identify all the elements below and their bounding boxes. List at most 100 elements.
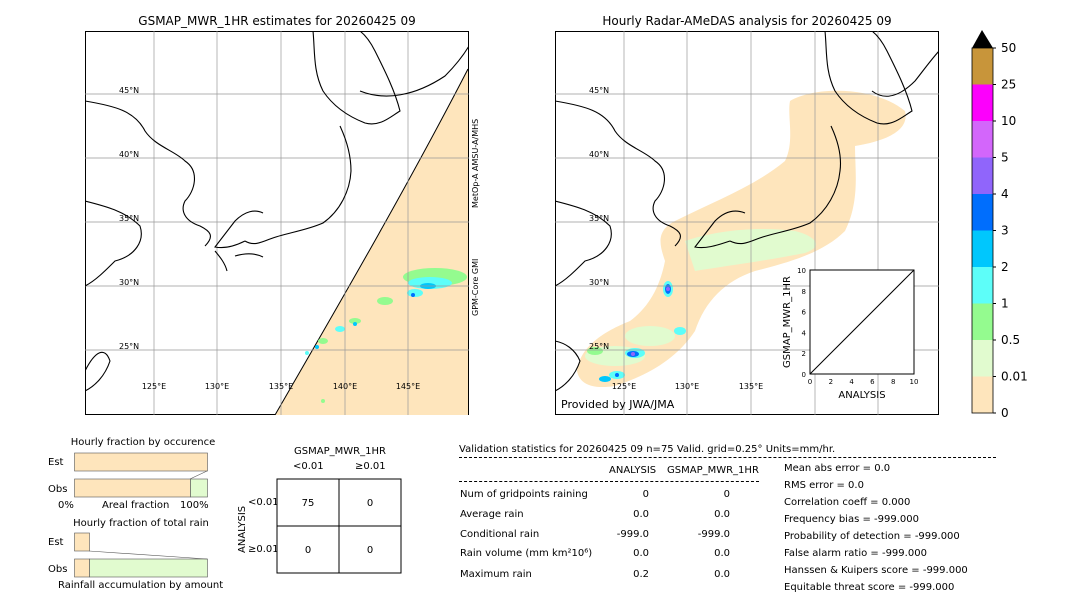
left-lat-labels: 45°N 40°N 35°N 30°N 25°N — [119, 86, 139, 351]
stat-analysis-value: 0.0 — [633, 509, 649, 520]
stat-analysis-value: 0.0 — [633, 548, 649, 559]
left-coastlines — [85, 31, 469, 392]
scatter-x-tick: 10 — [910, 378, 919, 386]
total-rain-bar-obs-rain — [89, 558, 208, 578]
score-line: Mean abs error = 0.0 — [784, 463, 891, 474]
scatter-x-tick: 2 — [829, 378, 833, 386]
stat-label: Conditional rain — [460, 529, 540, 540]
score-line: False alarm ratio = -999.000 — [784, 548, 927, 559]
contingency-grid: 75 0 0 0 — [276, 478, 402, 574]
left-swath-area — [275, 69, 468, 415]
scatter-y-tick: 10 — [797, 267, 806, 275]
colorbar-block — [972, 230, 993, 267]
colorbar-tick-label: 10 — [1001, 114, 1016, 128]
stat-gsmap-value: 0.0 — [714, 569, 730, 580]
colorbar-block — [972, 303, 993, 340]
credit-text: Provided by JWA/JMA — [561, 398, 675, 411]
colorbar-block — [972, 340, 993, 377]
right-lat-label: 30°N — [589, 278, 609, 287]
total-rain-chart — [74, 532, 208, 578]
stat-analysis-value: -999.0 — [616, 529, 649, 540]
contingency-title: GSMAP_MWR_1HR — [294, 446, 386, 457]
stat-gsmap-value: 0 — [723, 489, 730, 500]
left-lat-label: 40°N — [119, 150, 139, 159]
validation-header: Validation statistics for 20260425 09 n=… — [459, 444, 836, 455]
stat-label: Average rain — [460, 509, 524, 520]
validation-header-divider — [459, 457, 996, 458]
right-lat-label: 40°N — [589, 150, 609, 159]
colorbar-tick-label: 5 — [1001, 151, 1009, 165]
stat-gsmap-value: -999.0 — [697, 529, 730, 540]
colorbar-tick-label: 25 — [1001, 78, 1016, 92]
score-line: RMS error = 0.0 — [784, 480, 864, 491]
colorbar-tick-label: 3 — [1001, 224, 1009, 238]
scatter-y-tick: 8 — [802, 288, 806, 296]
occurrence-row-obs: Obs — [48, 484, 68, 495]
left-lat-label: 30°N — [119, 278, 139, 287]
right-lat-labels: 45°N 40°N 35°N 30°N 25°N — [589, 86, 609, 351]
stat-analysis-value: 0.2 — [633, 569, 649, 580]
stat-gsmap-value: 0.0 — [714, 548, 730, 559]
left-map: 45°N 40°N 35°N 30°N 25°N 125°E 130°E 135… — [85, 31, 469, 415]
total-rain-bar-est — [74, 532, 90, 552]
occurrence-row-est: Est — [48, 457, 64, 468]
scatter-diagonal — [809, 269, 915, 375]
scatter-xlabel: ANALYSIS — [838, 390, 885, 401]
colorbar-block — [972, 121, 993, 158]
right-map-title: Hourly Radar-AMeDAS analysis for 2026042… — [602, 14, 892, 28]
right-lat-label: 45°N — [589, 86, 609, 95]
score-line: Probability of detection = -999.000 — [784, 531, 960, 542]
contingency-col-0: <0.01 — [293, 461, 324, 472]
score-line: Equitable threat score = -999.000 — [784, 582, 955, 593]
left-swath-edge — [274, 68, 469, 415]
contingency-col-1: ≥0.01 — [355, 461, 386, 472]
scatter-ticks: 00 2 2 4 4 6 6 8 8 10 10 — [797, 267, 918, 386]
contingency-cell: 0 — [367, 545, 373, 556]
colorbar-block — [972, 157, 993, 194]
left-lon-label: 125°E — [142, 382, 166, 391]
occurrence-xmin: 0% — [58, 500, 74, 511]
scatter-x-tick: 0 — [808, 378, 812, 386]
occurrence-xlabel: Areal fraction — [102, 500, 170, 511]
colorbar-block — [972, 194, 993, 231]
contingency-row-1: ≥0.01 — [248, 544, 279, 555]
right-rain-patches — [585, 229, 816, 382]
left-lat-label: 25°N — [119, 342, 139, 351]
left-lon-label: 135°E — [269, 382, 293, 391]
colorbar-block — [972, 376, 993, 413]
colorbar-tick-label: 2 — [1001, 260, 1009, 274]
colorbar: 0 0.01 0.5 1 2 3 4 5 10 25 50 — [971, 30, 1028, 420]
total-rain-row-est: Est — [48, 537, 64, 548]
swath-label-gpm: GPM-Core GMI — [471, 258, 480, 316]
occurrence-bar-obs-rain — [190, 478, 208, 498]
stat-analysis-value: 0 — [642, 489, 649, 500]
occurrence-bar-obs — [74, 478, 191, 498]
stat-label: Rain volume (mm km²10⁶) — [460, 548, 593, 559]
right-lon-label: 125°E — [612, 382, 636, 391]
validation-col-gsmap: GSMAP_MWR_1HR — [667, 465, 759, 476]
colorbar-tick-label: 0 — [1001, 406, 1009, 420]
contingency-row-axis: ANALYSIS — [237, 505, 248, 553]
scatter-y-tick: 4 — [802, 329, 807, 337]
contingency-cell: 75 — [302, 498, 315, 509]
occurrence-xmax: 100% — [180, 500, 209, 511]
scatter-ylabel: GSMAP_MWR_1HR — [782, 276, 793, 368]
left-lat-label: 45°N — [119, 86, 139, 95]
contingency-cell: 0 — [367, 498, 373, 509]
left-map-title: GSMAP_MWR_1HR estimates for 20260425 09 — [138, 14, 416, 28]
left-lon-labels: 125°E 130°E 135°E 140°E 145°E — [142, 382, 420, 391]
left-lon-label: 130°E — [205, 382, 229, 391]
stat-label: Num of gridpoints raining — [460, 489, 588, 500]
right-lon-label: 135°E — [739, 382, 763, 391]
right-lon-label: 130°E — [675, 382, 699, 391]
scatter-x-tick: 4 — [849, 378, 854, 386]
stat-gsmap-value: 0.0 — [714, 509, 730, 520]
score-line: Frequency bias = -999.000 — [784, 514, 919, 525]
occurrence-chart — [74, 452, 208, 498]
validation-table-divider — [459, 481, 759, 482]
scatter-y-tick: 2 — [802, 350, 806, 358]
swath-label-metop: MetOp-A AMSU-A/MHS — [471, 118, 480, 208]
right-lat-label: 35°N — [589, 214, 609, 223]
left-lat-label: 35°N — [119, 214, 139, 223]
scatter-y-tick: 0 — [802, 371, 806, 379]
